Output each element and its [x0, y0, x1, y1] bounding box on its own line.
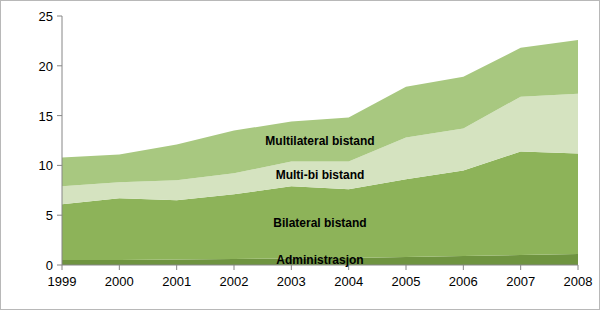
- x-tick: [119, 265, 120, 270]
- series-label: Multi-bi bistand: [276, 168, 365, 182]
- y-axis: [62, 16, 63, 265]
- series-label: Bilateral bistand: [273, 216, 366, 230]
- x-tick-label: 2002: [220, 274, 249, 289]
- y-tick-label: 25: [39, 9, 53, 24]
- series-label: Multilateral bistand: [265, 134, 374, 148]
- chart-frame: [1, 1, 600, 310]
- x-tick-label: 2007: [506, 274, 535, 289]
- area-series: [62, 40, 578, 186]
- y-tick: [57, 16, 62, 17]
- plot-area: [62, 40, 578, 265]
- x-tick-label: 2005: [392, 274, 421, 289]
- series-label: Administrasjon: [276, 253, 363, 267]
- chart: 0 5 10 15 20 25 1999 2000 2001 2002 2003 2004 2005 20…: [0, 0, 600, 310]
- x-tick: [406, 265, 407, 270]
- x-tick: [520, 265, 521, 270]
- x-tick-label: 2000: [105, 274, 134, 289]
- x-tick: [62, 265, 63, 270]
- x-tick-label: 2004: [334, 274, 363, 289]
- y-tick: [57, 65, 62, 66]
- y-tick: [57, 115, 62, 116]
- y-tick-label: 15: [39, 109, 53, 124]
- x-tick-label: 1999: [48, 274, 77, 289]
- y-tick: [57, 165, 62, 166]
- x-tick: [463, 265, 464, 270]
- y-tick-label: 10: [39, 158, 53, 173]
- y-tick-label: 5: [46, 208, 53, 223]
- x-tick: [578, 265, 579, 270]
- x-tick: [176, 265, 177, 270]
- x-tick: [234, 265, 235, 270]
- x-tick-label: 2006: [449, 274, 478, 289]
- y-tick-label: 20: [39, 59, 53, 74]
- y-tick: [57, 265, 62, 266]
- x-tick-label: 2008: [564, 274, 593, 289]
- x-tick-label: 2003: [277, 274, 306, 289]
- y-tick: [57, 215, 62, 216]
- y-tick-label: 0: [46, 258, 53, 273]
- x-tick-label: 2001: [162, 274, 191, 289]
